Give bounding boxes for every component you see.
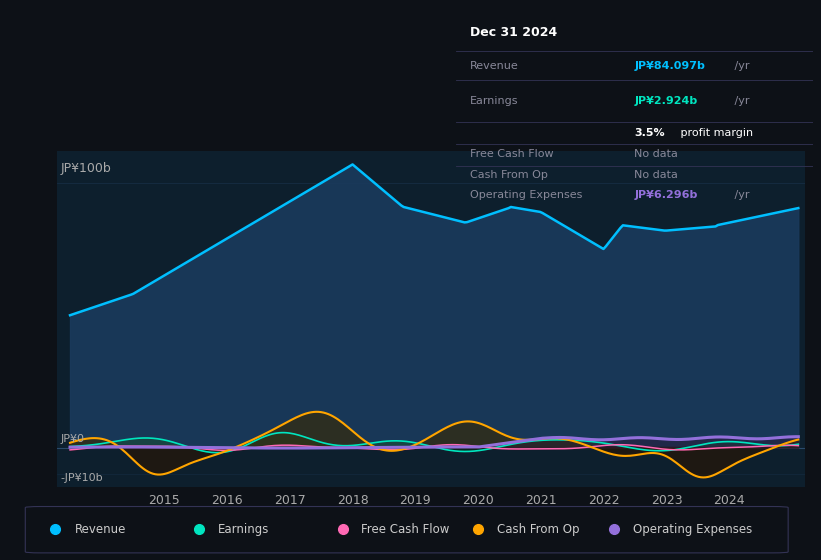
Text: Revenue: Revenue	[470, 60, 519, 71]
Text: Cash From Op: Cash From Op	[470, 170, 548, 180]
Text: No data: No data	[635, 170, 678, 180]
Text: Earnings: Earnings	[218, 522, 269, 536]
Text: Operating Expenses: Operating Expenses	[633, 522, 753, 536]
Text: JP¥0: JP¥0	[61, 433, 85, 444]
Text: /yr: /yr	[731, 60, 749, 71]
Text: /yr: /yr	[731, 190, 749, 200]
Text: /yr: /yr	[731, 96, 749, 106]
Text: Dec 31 2024: Dec 31 2024	[470, 26, 557, 39]
Text: Cash From Op: Cash From Op	[498, 522, 580, 536]
Text: Earnings: Earnings	[470, 96, 518, 106]
Text: No data: No data	[635, 149, 678, 159]
Text: Revenue: Revenue	[75, 522, 126, 536]
Text: Free Cash Flow: Free Cash Flow	[361, 522, 450, 536]
Text: JP¥2.924b: JP¥2.924b	[635, 96, 698, 106]
Text: JP¥6.296b: JP¥6.296b	[635, 190, 698, 200]
Text: JP¥84.097b: JP¥84.097b	[635, 60, 705, 71]
Text: profit margin: profit margin	[677, 128, 753, 138]
Text: -JP¥10b: -JP¥10b	[61, 473, 103, 483]
Text: Free Cash Flow: Free Cash Flow	[470, 149, 553, 159]
Text: JP¥100b: JP¥100b	[61, 162, 112, 175]
Text: 3.5%: 3.5%	[635, 128, 665, 138]
Text: Operating Expenses: Operating Expenses	[470, 190, 582, 200]
